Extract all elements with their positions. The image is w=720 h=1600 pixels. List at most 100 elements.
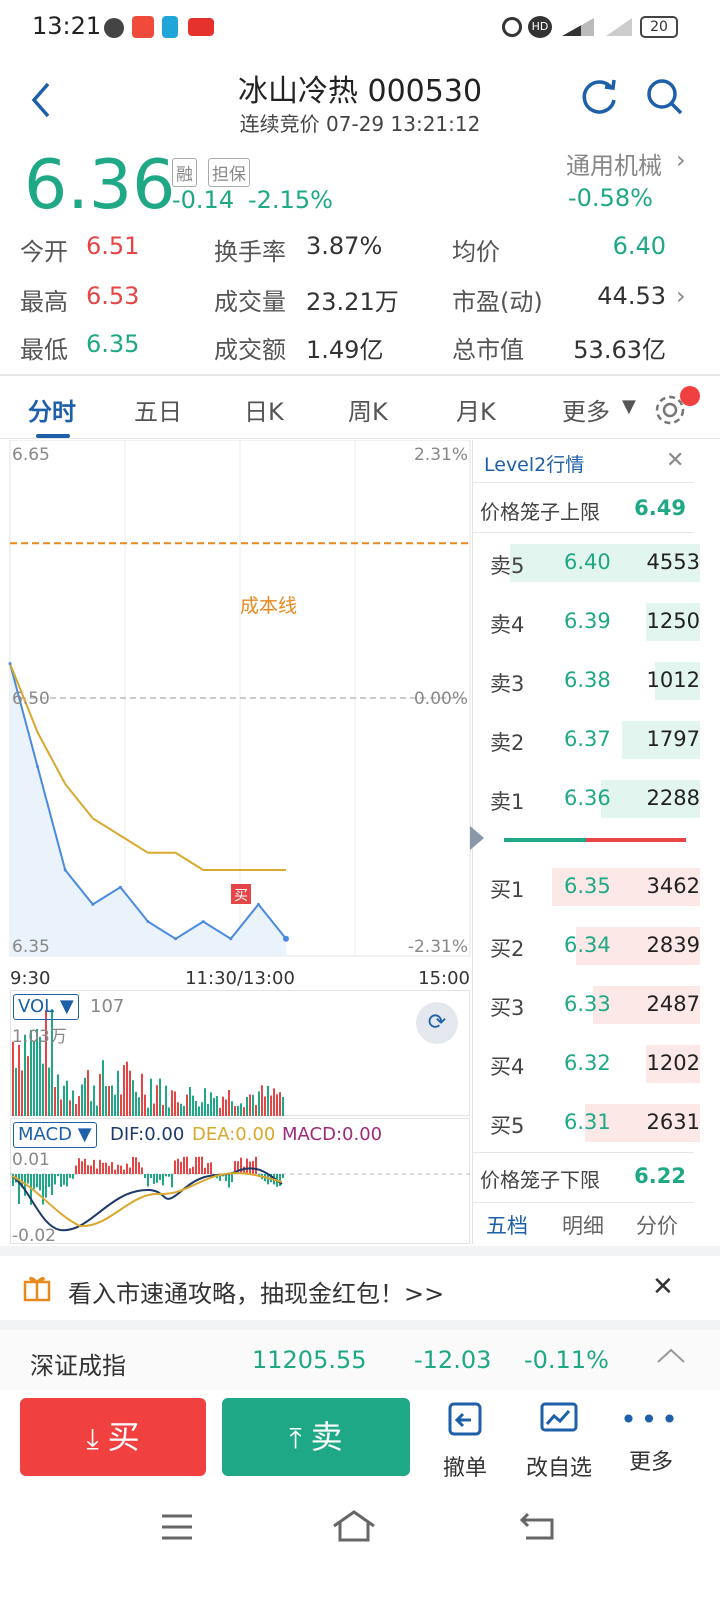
macd-bar [150,1174,152,1179]
volume-bar [114,1094,116,1116]
sell-button-label: 卖 [310,1418,343,1456]
triangle-down-icon[interactable]: ▼ [622,396,636,417]
macd-bar [27,1174,29,1184]
divider [472,482,694,483]
close-icon[interactable]: ✕ [666,448,685,473]
collapse-arrow-icon[interactable] [470,826,484,850]
volume-bar [69,1100,71,1116]
back-icon[interactable] [28,80,56,120]
macd-bar [234,1161,236,1174]
macd-bar [207,1163,209,1174]
index-ticker[interactable] [0,1330,720,1390]
bid-row[interactable]: 买3 6.33 2487 [480,986,700,1024]
cancel-order-button[interactable]: 撤单 [420,1400,510,1482]
buy-button[interactable]: ⤓ 买 [20,1398,206,1476]
x-axis-mid: 11:30/13:00 [185,968,295,989]
volume-bar [60,1099,62,1116]
price-point [118,885,122,889]
high-label: 最高 [20,288,68,316]
ask-row[interactable]: 卖1 6.36 2288 [480,780,700,818]
volume-bar [129,1070,131,1116]
ask-row[interactable]: 卖4 6.39 1250 [480,603,700,641]
chevron-up-icon[interactable] [656,1346,686,1366]
macd-bar [198,1156,200,1174]
volume-fill-bar [622,721,700,759]
volume-bar [144,1094,146,1116]
sell-arrow-icon: ⤒ [289,1422,311,1455]
app-notification-icon [104,18,124,38]
promo-text[interactable]: 看入市速通攻略，抽现金红包！>> [68,1280,445,1308]
signal-icon [562,18,594,36]
volume-label: 成交量 [214,288,286,316]
macd-bar [168,1174,170,1177]
level-volume: 3462 [646,874,700,898]
tab-daily-k[interactable]: 日K [244,398,284,426]
level-volume: 1012 [646,668,700,692]
ask-row[interactable]: 卖5 6.40 4553 [480,544,700,582]
search-icon[interactable] [644,76,686,118]
sector-name[interactable]: 通用机械 [566,152,662,180]
price-point [256,902,260,906]
volume-bar [132,1080,134,1116]
chevron-right-icon[interactable]: › [676,146,686,174]
volume-bar [138,1097,140,1116]
bid-row[interactable]: 买4 6.32 1202 [480,1045,700,1083]
level-volume: 1202 [646,1051,700,1075]
macd-bar [186,1156,188,1174]
volume-bar [45,1010,47,1116]
buy-arrow-icon: ⤓ [86,1422,108,1455]
volume-bar [174,1091,176,1116]
more-button[interactable]: ••• 更多 [606,1400,696,1476]
chevron-right-icon[interactable]: › [676,282,686,310]
volume-bar [51,1009,53,1116]
volume-bar [267,1085,269,1116]
sell-button[interactable]: ⤒ 卖 [222,1398,410,1476]
level2-tab-detail[interactable]: 明细 [562,1214,604,1238]
level-volume: 2487 [646,992,700,1016]
upper-limit-label: 价格笼子上限 [480,500,600,524]
volume-bar [39,1036,41,1116]
ask-row[interactable]: 卖2 6.37 1797 [480,721,700,759]
volume-bar [228,1090,230,1116]
volume-bar [150,1078,152,1116]
home-icon[interactable] [330,1508,378,1544]
tab-weekly-k[interactable]: 周K [348,398,388,426]
volume-bar [72,1090,74,1116]
volume-bar [93,1085,95,1116]
edit-watchlist-button[interactable]: 改自选 [514,1400,604,1482]
bid-row[interactable]: 买1 6.35 3462 [480,868,700,906]
cancel-order-icon [448,1402,482,1436]
tab-intraday[interactable]: 分时 [28,398,76,426]
rotate-icon[interactable]: ⟳ [416,1002,458,1044]
bid-row[interactable]: 买5 6.31 2631 [480,1104,700,1142]
tab-monthly-k[interactable]: 月K [456,398,496,426]
refresh-icon[interactable] [578,76,620,118]
back-nav-icon[interactable] [518,1510,558,1542]
volume-fill-bar [601,780,700,818]
volume-bar [33,1041,35,1116]
menu-icon[interactable] [160,1512,194,1542]
volume-bar [123,1065,125,1116]
intraday-chart[interactable]: 6.65 6.50 6.35 2.31% 0.00% -2.31% 成本线 买 … [0,440,472,990]
settings-icon[interactable] [652,392,688,428]
ask-row[interactable]: 卖3 6.38 1012 [480,662,700,700]
level-price: 6.38 [564,668,611,692]
price-change-pct: -2.15% [248,186,333,214]
volume-bar [105,1086,107,1116]
vol-indicator-select[interactable]: VOL ▼ [13,994,79,1020]
macd-bar [114,1169,116,1174]
level2-title[interactable]: Level2行情 [484,454,585,476]
macd-indicator-select[interactable]: MACD ▼ [13,1122,97,1148]
level2-tab-depth[interactable]: 五档 [486,1214,528,1238]
close-icon[interactable]: ✕ [652,1272,674,1302]
level2-tab-price[interactable]: 分价 [636,1214,678,1238]
volume-bar [276,1094,278,1116]
tab-five-day[interactable]: 五日 [134,398,182,426]
macd-bar [45,1174,47,1198]
volume-bar [117,1070,119,1116]
volume-bar [213,1097,215,1116]
tab-more[interactable]: 更多 [562,398,610,426]
level-name: 卖2 [490,731,525,755]
bid-row[interactable]: 买2 6.34 2839 [480,927,700,965]
macd-bar [12,1174,14,1186]
